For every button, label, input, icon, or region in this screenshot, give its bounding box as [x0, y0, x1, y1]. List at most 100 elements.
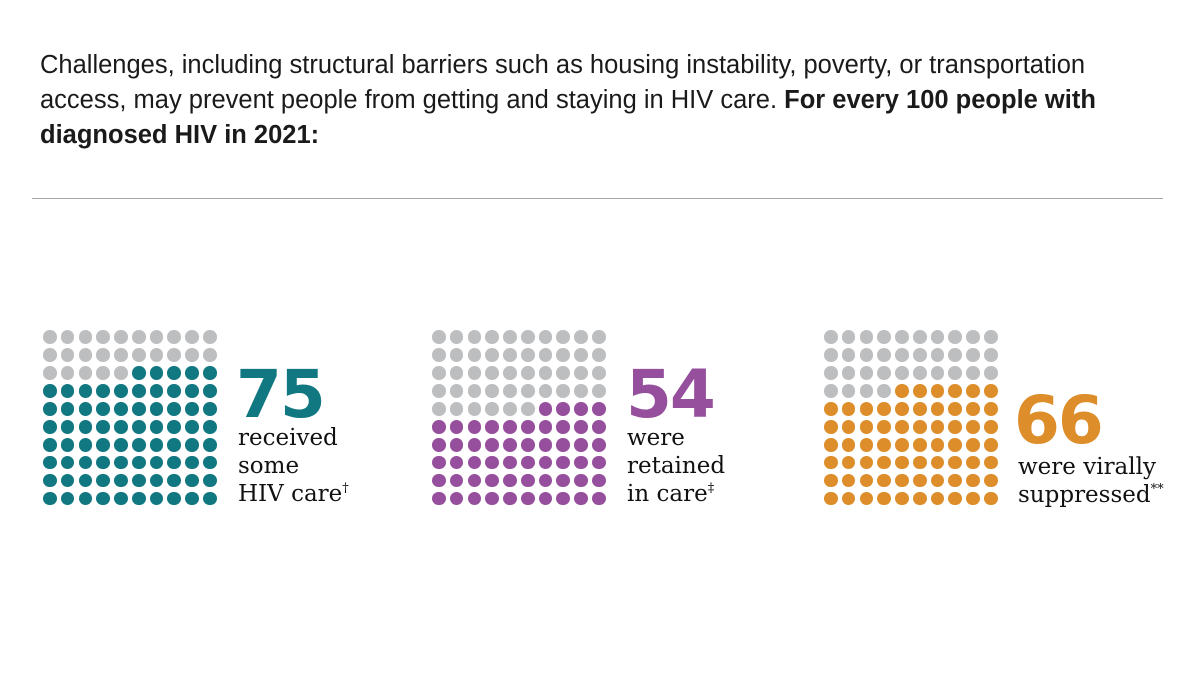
- empty-dot: [841, 365, 856, 380]
- empty-dot: [984, 347, 998, 362]
- empty-dot: [538, 365, 553, 380]
- filled-dot: [203, 365, 217, 380]
- filled-dot: [203, 455, 217, 470]
- suppressed-footnote-mark: **: [1150, 482, 1164, 497]
- filled-dot: [167, 419, 182, 434]
- suppressed-caption-line-2-text: suppressed: [1018, 482, 1151, 508]
- filled-dot: [60, 491, 75, 506]
- filled-dot: [149, 455, 164, 470]
- retained-caption-line-2: retained: [627, 453, 726, 479]
- empty-dot: [503, 365, 517, 380]
- filled-dot: [556, 437, 571, 452]
- filled-dot: [149, 383, 164, 398]
- retained-footnote-mark: ‡: [707, 481, 715, 496]
- empty-dot: [948, 347, 963, 362]
- empty-dot: [43, 330, 57, 344]
- filled-dot: [149, 473, 164, 488]
- filled-dot: [185, 419, 199, 434]
- filled-dot: [556, 419, 571, 434]
- empty-dot: [520, 401, 535, 416]
- empty-dot: [449, 347, 464, 362]
- empty-dot: [520, 365, 535, 380]
- filled-dot: [467, 437, 482, 452]
- empty-dot: [203, 330, 217, 344]
- empty-dot: [930, 347, 945, 362]
- filled-dot: [43, 455, 57, 470]
- filled-dot: [96, 383, 110, 398]
- empty-dot: [930, 330, 945, 344]
- empty-dot: [78, 365, 93, 380]
- filled-dot: [43, 473, 57, 488]
- filled-dot: [131, 365, 146, 380]
- retained-caption-line-3-text: in care: [627, 481, 708, 507]
- filled-dot: [592, 401, 606, 416]
- empty-dot: [167, 347, 182, 362]
- empty-dot: [96, 347, 110, 362]
- filled-dot: [432, 473, 446, 488]
- filled-dot: [984, 473, 998, 488]
- empty-dot: [43, 347, 57, 362]
- empty-dot: [859, 365, 874, 380]
- filled-dot: [43, 437, 57, 452]
- filled-dot: [149, 365, 164, 380]
- filled-dot: [948, 383, 963, 398]
- empty-dot: [149, 347, 164, 362]
- care-caption-line-3-text: HIV care: [238, 481, 343, 507]
- empty-dot: [43, 365, 57, 380]
- filled-dot: [984, 419, 998, 434]
- empty-dot: [966, 365, 980, 380]
- filled-dot: [824, 491, 838, 506]
- filled-dot: [895, 401, 909, 416]
- empty-dot: [984, 365, 998, 380]
- filled-dot: [503, 455, 517, 470]
- empty-dot: [185, 330, 199, 344]
- filled-dot: [114, 419, 128, 434]
- dot-grid-suppressed: [824, 330, 998, 506]
- filled-dot: [449, 455, 464, 470]
- care-caption-line-2: some: [238, 453, 300, 479]
- suppressed-caption-line-1: were virally: [1018, 454, 1156, 480]
- empty-dot: [538, 330, 553, 344]
- filled-dot: [43, 419, 57, 434]
- intro-bold-text: For every 100 people with diagnosed HIV …: [40, 86, 1096, 149]
- empty-dot: [895, 330, 909, 344]
- filled-dot: [203, 383, 217, 398]
- empty-dot: [574, 347, 588, 362]
- filled-dot: [592, 455, 606, 470]
- filled-dot: [841, 455, 856, 470]
- filled-dot: [948, 491, 963, 506]
- filled-dot: [503, 419, 517, 434]
- filled-dot: [966, 455, 980, 470]
- dot-grid-care: [43, 330, 217, 506]
- filled-dot: [895, 455, 909, 470]
- filled-dot: [96, 491, 110, 506]
- empty-dot: [966, 330, 980, 344]
- filled-dot: [948, 401, 963, 416]
- empty-dot: [877, 365, 891, 380]
- filled-dot: [114, 437, 128, 452]
- filled-dot: [592, 491, 606, 506]
- empty-dot: [520, 330, 535, 344]
- filled-dot: [984, 383, 998, 398]
- filled-dot: [131, 383, 146, 398]
- filled-dot: [185, 437, 199, 452]
- filled-dot: [131, 455, 146, 470]
- filled-dot: [149, 401, 164, 416]
- empty-dot: [538, 383, 553, 398]
- filled-dot: [912, 437, 927, 452]
- filled-dot: [78, 401, 93, 416]
- filled-dot: [131, 473, 146, 488]
- filled-dot: [895, 437, 909, 452]
- empty-dot: [520, 347, 535, 362]
- filled-dot: [185, 491, 199, 506]
- filled-dot: [467, 473, 482, 488]
- empty-dot: [556, 347, 571, 362]
- filled-dot: [984, 491, 998, 506]
- filled-dot: [895, 383, 909, 398]
- empty-dot: [895, 347, 909, 362]
- filled-dot: [167, 383, 182, 398]
- filled-dot: [60, 401, 75, 416]
- filled-dot: [930, 455, 945, 470]
- filled-dot: [432, 437, 446, 452]
- filled-dot: [149, 491, 164, 506]
